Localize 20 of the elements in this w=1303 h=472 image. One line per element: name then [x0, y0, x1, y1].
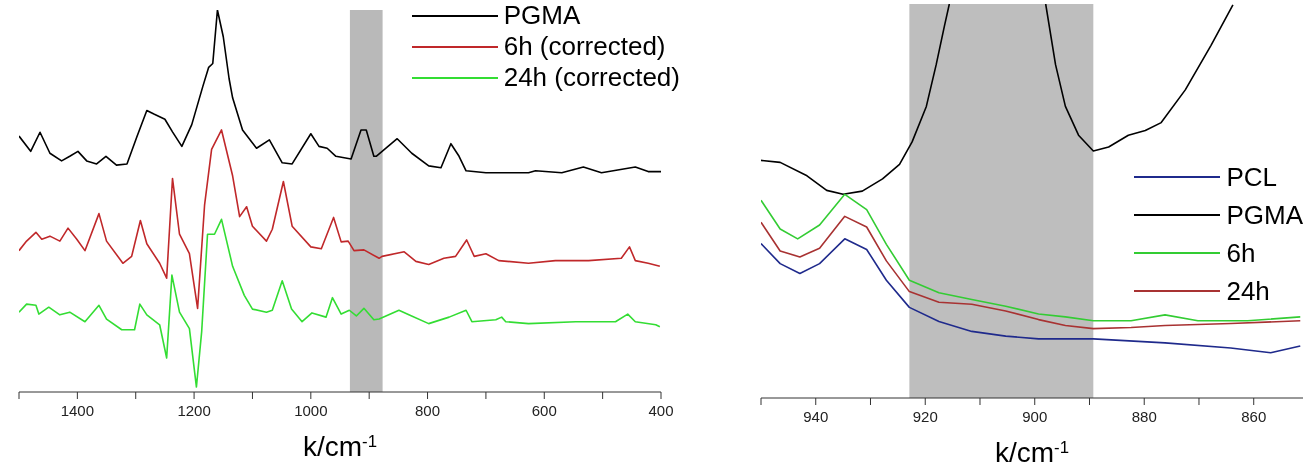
legend-label: PGMA	[503, 0, 581, 31]
x-tick-label: 1400	[60, 401, 95, 419]
x-tick-label: 920	[912, 407, 938, 425]
x-tick-label: 800	[415, 401, 441, 419]
x-tick-label: 400	[648, 401, 674, 419]
legend-label: 24h (corrected)	[503, 62, 680, 93]
legend-label: 6h (corrected)	[503, 31, 666, 62]
legend-label: PGMA	[1226, 199, 1303, 231]
x-tick-label: 860	[1241, 407, 1267, 425]
x-axis-title: k/cm$^{-1}$	[994, 437, 1070, 468]
x-tick-label: 880	[1131, 407, 1157, 425]
x-tick-label: 600	[531, 401, 557, 419]
legend-label: PCL	[1226, 161, 1277, 193]
x-tick-label: 900	[1022, 407, 1048, 425]
x-axis-title: k/cm$^{-1}$	[302, 431, 378, 462]
legend-label: 24h	[1226, 275, 1270, 307]
legend-label: 6h	[1226, 237, 1256, 269]
x-tick-label: 1000	[294, 401, 328, 419]
x-tick-label: 1200	[177, 401, 211, 419]
x-tick-label: 940	[803, 407, 829, 425]
